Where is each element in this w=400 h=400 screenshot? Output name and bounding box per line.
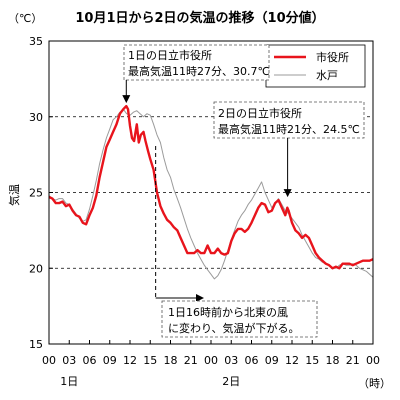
x-tick-label: 21 <box>346 354 360 367</box>
annotation-box <box>161 300 318 338</box>
x-tick-label: 15 <box>143 354 157 367</box>
y-tick-label: 25 <box>29 187 43 200</box>
x-tick-label: 03 <box>62 354 76 367</box>
arrow-head <box>122 95 131 104</box>
x-tick-label: 18 <box>164 354 178 367</box>
annotation-text: 最高気温11時27分、30.7℃ <box>128 64 270 78</box>
x-tick-label: 09 <box>265 354 279 367</box>
x-tick-label: 00 <box>366 354 380 367</box>
legend-label: 市役所 <box>316 50 349 64</box>
annotation-text: 最高気温11時21分、24.5℃ <box>218 122 360 136</box>
x-unit-label: （時） <box>358 377 391 390</box>
day-label: 1日 <box>60 375 78 388</box>
chart-title: 10月1日から2日の気温の推移（10分値） <box>75 10 324 26</box>
annotation-text: 1日の日立市役所 <box>128 48 212 62</box>
x-tick-label: 09 <box>103 354 117 367</box>
x-tick-label: 12 <box>285 354 299 367</box>
x-tick-label: 00 <box>42 354 56 367</box>
plot-frame <box>48 40 374 345</box>
x-tick-label: 21 <box>184 354 198 367</box>
arrow-head <box>283 189 292 198</box>
arrow-head <box>196 294 204 302</box>
x-tick-label: 06 <box>83 354 97 367</box>
x-tick-label: 00 <box>204 354 218 367</box>
x-tick-label: 15 <box>305 354 319 367</box>
y-tick-label: 30 <box>29 111 43 124</box>
legend-label: 水戸 <box>316 69 338 82</box>
day-label: 2日 <box>222 375 240 388</box>
y-tick-label: 35 <box>29 35 43 48</box>
y-tick-label: 15 <box>29 338 43 351</box>
x-tick-label: 06 <box>245 354 259 367</box>
y-tick-label: 20 <box>29 262 43 275</box>
y-axis-label: 気温 <box>7 184 21 206</box>
annotation-text: 1日16時前から北東の風 <box>168 305 288 319</box>
series-line-0 <box>48 104 374 270</box>
annotation-box <box>123 44 270 81</box>
annotation-text: に変わり、気温が下がる。 <box>168 321 300 335</box>
x-tick-label: 18 <box>326 354 340 367</box>
y-unit-label: （℃） <box>8 12 42 25</box>
legend-box <box>265 44 366 88</box>
annotation-text: 2日の日立市役所 <box>218 106 302 120</box>
annotation-box <box>213 101 365 139</box>
x-tick-label: 12 <box>123 354 137 367</box>
x-tick-label: 03 <box>224 354 238 367</box>
